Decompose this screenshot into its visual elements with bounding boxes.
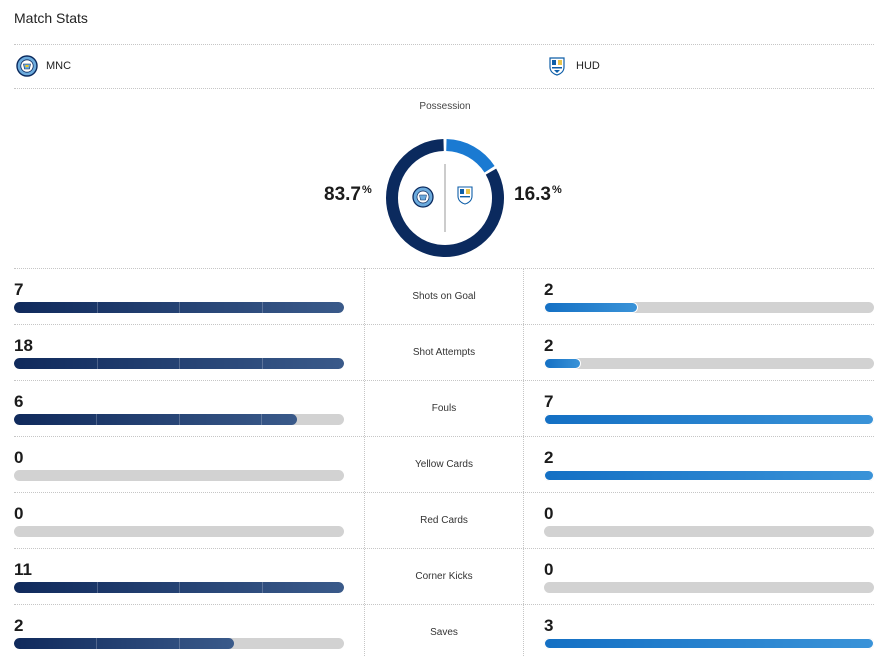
away-team: HUD xyxy=(546,55,600,77)
home-stat-bar xyxy=(14,414,344,425)
stat-label: Shot Attempts xyxy=(412,347,476,358)
away-stat-value: 2 xyxy=(544,336,554,355)
manchester-city-crest-icon xyxy=(412,186,434,208)
column-divider xyxy=(364,268,365,656)
bar-segment-marker xyxy=(96,358,98,369)
home-stat-value: 18 xyxy=(14,336,33,355)
away-stat-bar xyxy=(544,302,874,313)
home-stat-value: 11 xyxy=(14,560,32,579)
away-stat-bar-fill xyxy=(544,470,874,481)
stat-label: Saves xyxy=(430,627,458,638)
home-possession-arc xyxy=(386,139,504,257)
away-stat-bar xyxy=(544,582,874,593)
home-team: MNC xyxy=(16,55,71,77)
stat-label: Yellow Cards xyxy=(415,459,473,470)
home-stat-bar xyxy=(14,526,344,537)
bar-segment-marker xyxy=(96,638,98,649)
home-stat-bar-fill xyxy=(14,638,235,649)
away-team-abbr: HUD xyxy=(576,60,600,72)
away-stat-bar-fill xyxy=(544,302,639,313)
home-stat-value: 2 xyxy=(14,616,24,635)
bar-segment-marker xyxy=(261,358,263,369)
bar-segment-marker xyxy=(179,582,180,593)
stat-label: Shots on Goal xyxy=(412,291,476,302)
home-stat-bar xyxy=(14,582,344,593)
possession-label: Possession xyxy=(419,101,471,112)
away-stat-value: 0 xyxy=(544,560,554,579)
stat-label: Red Cards xyxy=(420,515,468,526)
stats-table: 7 Shots on Goal 2 18 Shot Attempts 2 6 F… xyxy=(14,268,874,656)
stat-row: 2 Saves 3 xyxy=(14,604,874,656)
possession-donut-chart xyxy=(386,139,504,257)
home-team-abbr: MNC xyxy=(46,60,72,72)
divider xyxy=(14,44,874,45)
stat-row: 6 Fouls 7 xyxy=(14,380,874,436)
bar-segment-marker xyxy=(178,414,180,425)
home-stat-bar-fill xyxy=(14,414,297,425)
stat-row: 0 Red Cards 0 xyxy=(14,492,874,548)
stat-row: 11 Corner Kicks 0 xyxy=(14,548,874,604)
home-stat-bar-fill xyxy=(14,582,344,593)
page-title: Match Stats xyxy=(14,10,88,26)
away-stat-bar xyxy=(544,470,874,481)
away-stat-bar-fill xyxy=(544,358,581,369)
away-stat-bar-fill xyxy=(544,638,874,649)
away-stat-bar xyxy=(544,414,874,425)
bar-segment-marker xyxy=(96,414,98,425)
home-stat-bar xyxy=(14,638,344,649)
column-divider xyxy=(523,268,524,656)
stat-label: Corner Kicks xyxy=(415,571,473,582)
home-stat-bar xyxy=(14,358,344,369)
bar-segment-marker xyxy=(261,414,263,425)
bar-segment-marker xyxy=(96,302,98,313)
home-stat-value: 0 xyxy=(14,448,24,467)
away-possession-arc xyxy=(445,139,495,173)
bar-segment-marker xyxy=(179,358,180,369)
bar-segment-marker xyxy=(179,302,180,313)
away-possession-value: 16.3% xyxy=(514,184,562,205)
stat-row: 18 Shot Attempts 2 xyxy=(14,324,874,380)
divider xyxy=(14,88,874,89)
away-stat-bar xyxy=(544,526,874,537)
bar-segment-marker xyxy=(96,582,98,593)
home-stat-bar-fill xyxy=(14,302,344,313)
away-stat-value: 0 xyxy=(544,504,554,523)
stat-row: 7 Shots on Goal 2 xyxy=(14,268,874,324)
bar-segment-marker xyxy=(178,638,180,649)
away-stat-value: 2 xyxy=(544,280,554,299)
huddersfield-crest-icon xyxy=(457,186,473,205)
home-stat-value: 0 xyxy=(14,504,24,523)
home-stat-value: 6 xyxy=(14,392,24,411)
away-stat-bar xyxy=(544,638,874,649)
home-stat-bar xyxy=(14,470,344,481)
home-possession-value: 83.7% xyxy=(324,184,372,205)
home-stat-bar xyxy=(14,302,344,313)
manchester-city-crest-icon xyxy=(16,55,38,77)
away-stat-value: 2 xyxy=(544,448,554,467)
away-stat-bar xyxy=(544,358,874,369)
bar-segment-marker xyxy=(261,582,263,593)
away-stat-value: 7 xyxy=(544,392,554,411)
stat-row: 0 Yellow Cards 2 xyxy=(14,436,874,492)
huddersfield-crest-icon xyxy=(549,57,565,76)
away-stat-value: 3 xyxy=(544,616,554,635)
away-stat-bar-fill xyxy=(544,414,874,425)
home-stat-value: 7 xyxy=(14,280,24,299)
stat-label: Fouls xyxy=(431,403,457,414)
bar-segment-marker xyxy=(261,302,263,313)
home-stat-bar-fill xyxy=(14,358,344,369)
